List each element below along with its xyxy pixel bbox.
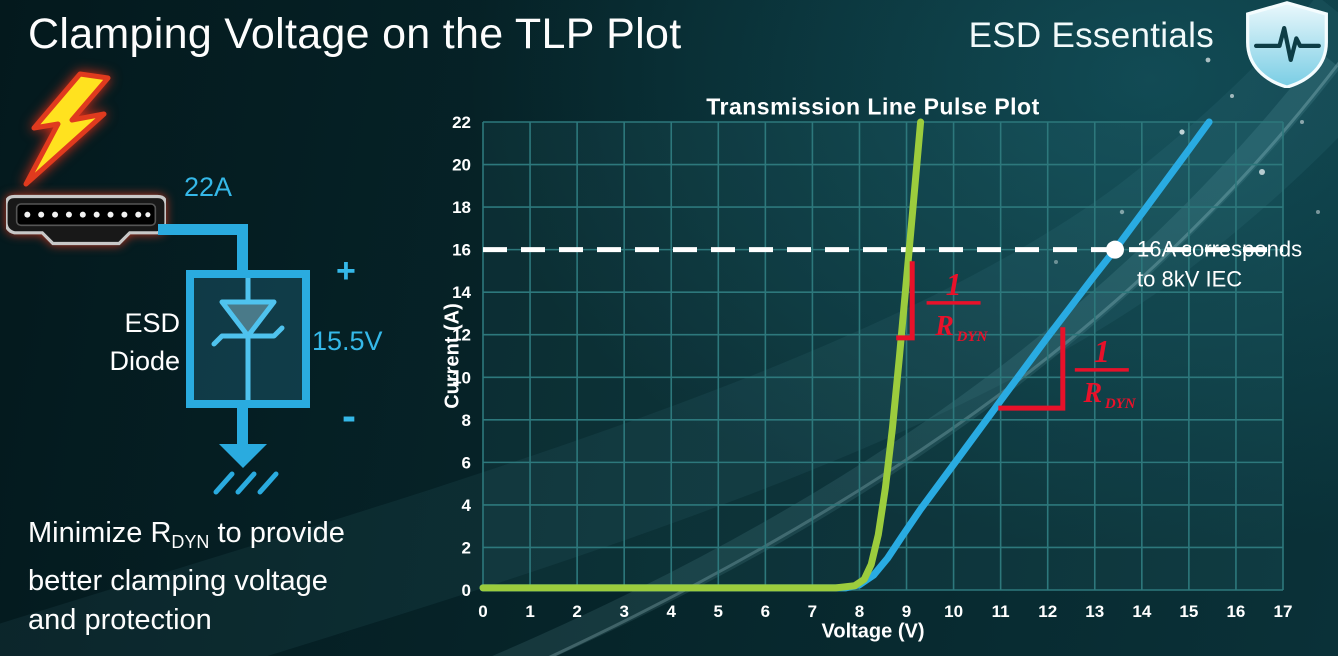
- x-tick: 0: [478, 602, 487, 621]
- esd-diode-box: [186, 270, 310, 408]
- curve-low-rdyn-esd-diode: [479, 118, 925, 592]
- note-line1: Minimize RDYN to provide: [28, 517, 345, 552]
- slide-title: Clamping Voltage on the TLP Plot: [28, 10, 682, 58]
- minus-label: -: [342, 392, 356, 439]
- y-tick: 16: [452, 241, 471, 260]
- plus-label: +: [336, 252, 356, 290]
- rdyn-slope-blue-numerator: 1: [1094, 333, 1110, 369]
- x-axis-label: Voltage (V): [821, 620, 925, 643]
- strike-current-label: 22A: [184, 172, 233, 202]
- x-tick: 10: [944, 602, 963, 621]
- rdyn-slope-green-denominator: R: [934, 311, 954, 342]
- x-tick: 7: [808, 602, 817, 621]
- x-tick: 11: [992, 602, 1010, 621]
- x-tick: 16: [1226, 602, 1245, 621]
- y-tick: 22: [452, 113, 471, 132]
- note-line2: better clamping voltage: [28, 565, 328, 597]
- x-tick: 14: [1132, 602, 1151, 621]
- wire-bottom: [237, 404, 248, 446]
- x-tick: 15: [1179, 602, 1198, 621]
- device-label-line1: ESD: [124, 308, 180, 338]
- x-tick: 2: [572, 602, 581, 621]
- brand-title: ESD Essentials: [968, 16, 1214, 55]
- y-tick: 0: [462, 581, 471, 600]
- x-tick: 6: [761, 602, 770, 621]
- x-tick: 1: [525, 602, 534, 621]
- rdyn-subscript: DYN: [171, 532, 210, 552]
- rdyn-slope-green-numerator: 1: [946, 266, 962, 302]
- wire-horizontal: [158, 224, 248, 235]
- chart-title: Transmission Line Pulse Plot: [706, 93, 1040, 120]
- y-tick: 18: [452, 198, 471, 217]
- x-tick: 17: [1274, 602, 1293, 621]
- y-tick: 8: [462, 411, 471, 430]
- x-tick: 3: [619, 602, 628, 621]
- tlp-chart: 0 1 2 3 4 5 6 7 8 9 10 11 12 13 14 15 16 1702468101214161…: [452, 113, 1302, 621]
- marker-note-line2: to 8kV IEC: [1137, 267, 1242, 292]
- marker-note-line1: 16A corresponds: [1137, 237, 1302, 262]
- y-tick: 6: [462, 453, 471, 472]
- shield-icon: [1246, 1, 1328, 88]
- hdmi-connector-icon: [6, 194, 166, 246]
- x-tick: 12: [1038, 602, 1057, 621]
- y-tick: 12: [452, 326, 471, 345]
- rdyn-slope-blue-denominator: R: [1082, 378, 1102, 409]
- y-tick: 20: [452, 156, 471, 175]
- wire-vertical: [237, 224, 248, 276]
- rdyn-slope-blue-denominator-sub: DYN: [1104, 396, 1137, 412]
- x-tick: 8: [855, 602, 864, 621]
- x-tick: 5: [714, 602, 723, 621]
- y-tick: 4: [462, 496, 472, 515]
- x-tick: 4: [667, 602, 677, 621]
- y-tick: 2: [462, 538, 471, 557]
- rdyn-slope-green-bracket: [896, 261, 915, 341]
- x-tick: 9: [902, 602, 911, 621]
- lightning-bolt-icon: [23, 71, 111, 187]
- y-tick: 10: [452, 368, 471, 387]
- rdyn-slope-blue-bracket: [998, 327, 1066, 411]
- x-tick: 13: [1085, 602, 1104, 621]
- y-tick: 14: [452, 283, 471, 302]
- ground-icon: [213, 444, 279, 495]
- takeaway-note: Minimize RDYN to provide better clamping…: [28, 514, 345, 640]
- note-line3: and protection: [28, 604, 212, 636]
- device-label: ESD Diode: [38, 304, 180, 380]
- rdyn-slope-green-denominator-sub: DYN: [956, 329, 989, 345]
- device-label-line2: Diode: [109, 346, 180, 376]
- marker-dot-16a: [1106, 240, 1124, 259]
- zener-diode-symbol: [211, 278, 285, 400]
- clamp-voltage-label: 15.5V: [312, 326, 383, 356]
